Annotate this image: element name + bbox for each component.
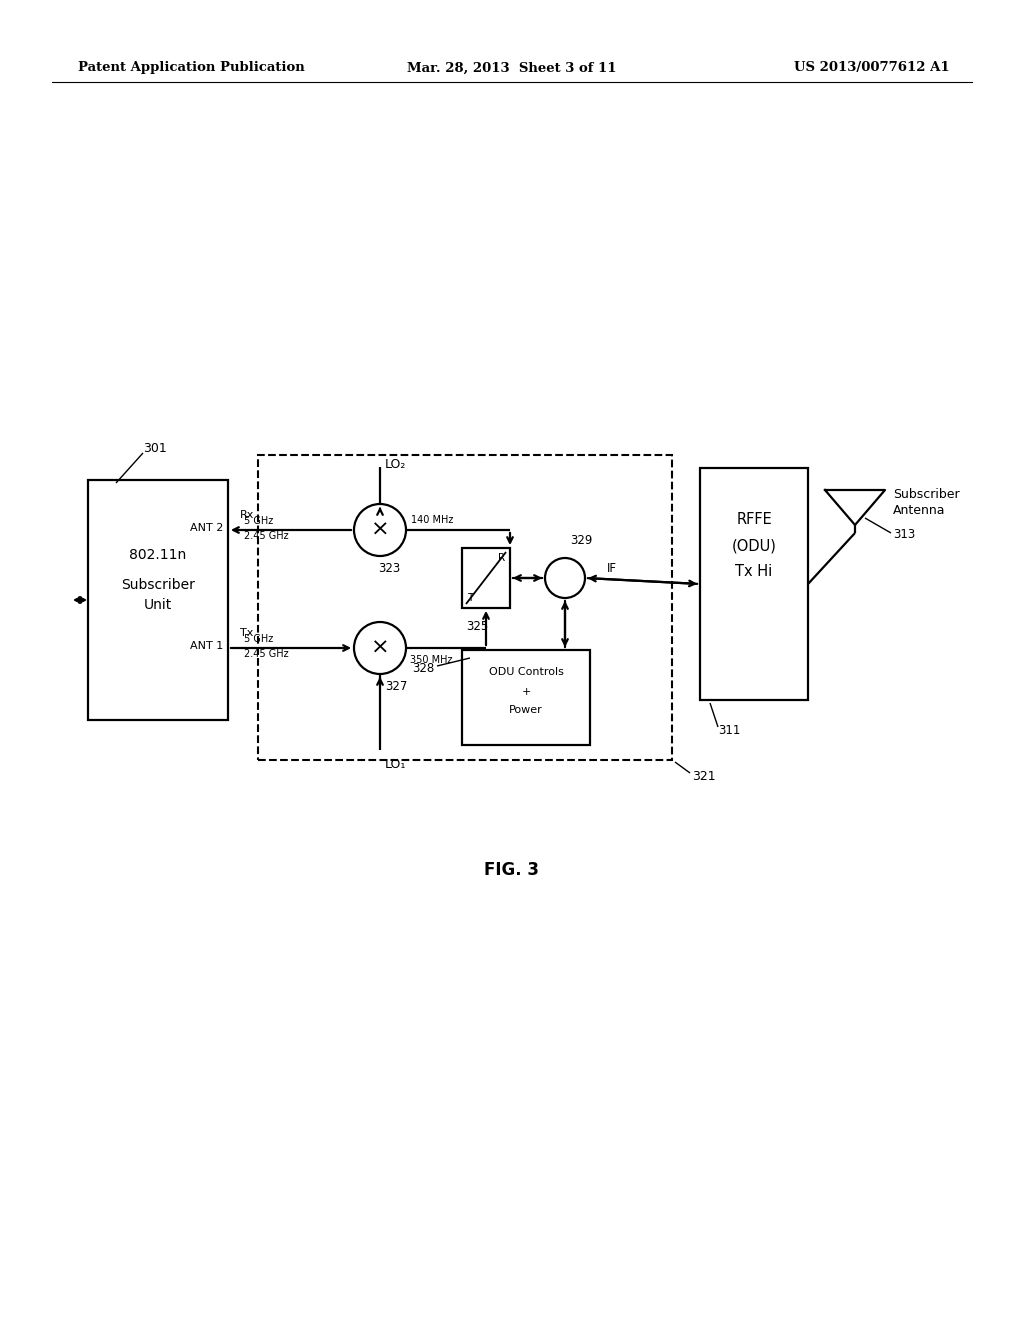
Text: 802.11n: 802.11n: [129, 548, 186, 562]
Text: 350 MHz: 350 MHz: [410, 655, 453, 665]
Text: LO₂: LO₂: [385, 458, 407, 471]
Text: 301: 301: [143, 441, 167, 454]
Text: 2.45 GHz: 2.45 GHz: [244, 531, 289, 541]
Text: 140 MHz: 140 MHz: [411, 515, 454, 525]
Bar: [88, 480, 228, 719]
Bar: [462, 548, 510, 609]
Text: 329: 329: [570, 533, 592, 546]
Text: 311: 311: [718, 723, 740, 737]
Text: 323: 323: [378, 561, 400, 574]
Text: Antenna: Antenna: [893, 503, 945, 516]
Text: IF: IF: [607, 561, 617, 574]
Text: R: R: [499, 553, 506, 564]
Circle shape: [545, 558, 585, 598]
Text: Tx: Tx: [240, 628, 253, 638]
Bar: [700, 469, 808, 700]
Text: 325: 325: [466, 619, 488, 632]
Text: (ODU): (ODU): [731, 539, 776, 553]
Text: Tx Hi: Tx Hi: [735, 565, 773, 579]
Text: ODU Controls: ODU Controls: [488, 667, 563, 677]
Circle shape: [354, 504, 406, 556]
Text: ANT 2: ANT 2: [189, 523, 223, 533]
Text: +: +: [521, 686, 530, 697]
Text: Mar. 28, 2013  Sheet 3 of 11: Mar. 28, 2013 Sheet 3 of 11: [408, 62, 616, 74]
Text: Subscriber: Subscriber: [893, 488, 959, 502]
Bar: [258, 455, 672, 760]
Text: LO₁: LO₁: [385, 758, 407, 771]
Text: 327: 327: [385, 680, 408, 693]
Text: ×: ×: [371, 638, 389, 657]
Text: Patent Application Publication: Patent Application Publication: [78, 62, 305, 74]
Text: 2.45 GHz: 2.45 GHz: [244, 649, 289, 659]
Text: 5 GHz: 5 GHz: [244, 516, 273, 525]
Text: ANT 1: ANT 1: [189, 642, 223, 651]
Text: Rx: Rx: [240, 510, 254, 520]
Circle shape: [354, 622, 406, 675]
Text: 328: 328: [412, 661, 434, 675]
Text: Unit: Unit: [144, 598, 172, 612]
Text: Subscriber: Subscriber: [121, 578, 195, 591]
Bar: [462, 649, 590, 744]
Text: RFFE: RFFE: [736, 512, 772, 528]
Text: Power: Power: [509, 705, 543, 715]
Text: US 2013/0077612 A1: US 2013/0077612 A1: [795, 62, 950, 74]
Text: 313: 313: [893, 528, 915, 541]
Text: ×: ×: [371, 520, 389, 540]
Text: T: T: [467, 593, 473, 603]
Text: FIG. 3: FIG. 3: [484, 861, 540, 879]
Text: 5 GHz: 5 GHz: [244, 634, 273, 644]
Text: 321: 321: [692, 770, 716, 783]
